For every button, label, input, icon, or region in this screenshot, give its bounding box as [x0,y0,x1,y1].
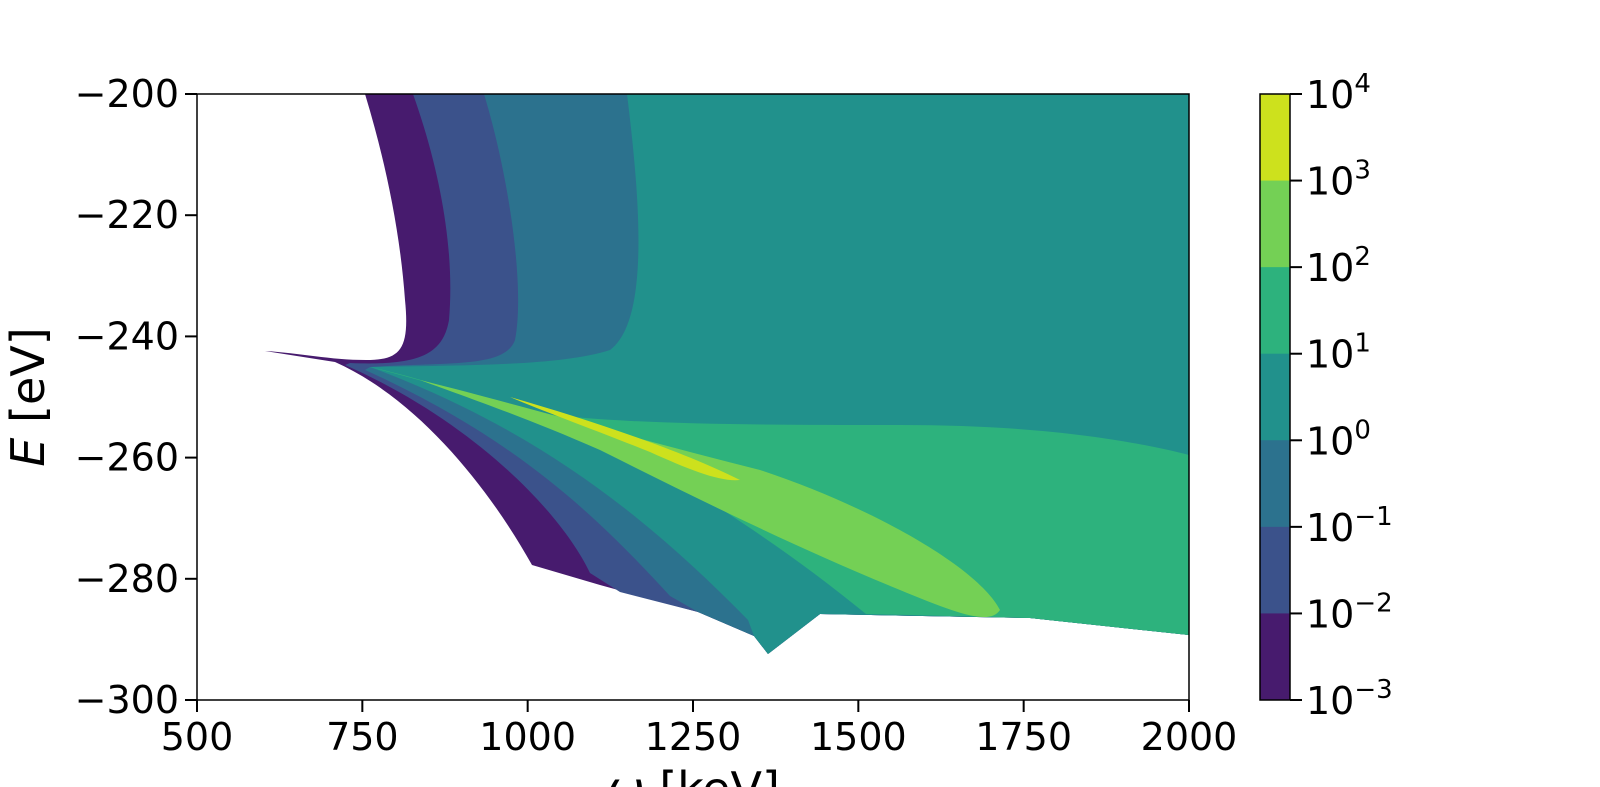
x-tick-label: 1000 [479,715,576,759]
colorbar-band [1260,94,1290,182]
y-axis-label: E [eV] [1,327,55,466]
y-tick-label: −280 [75,557,179,601]
y-tick-label: −260 [75,436,179,480]
colorbar-band [1260,440,1290,528]
colorbar-band [1260,613,1290,701]
x-tick-label: 1250 [645,715,742,759]
x-axis: 500 750 1000 1250 1500 1750 2000 [161,700,1238,759]
y-tick-label: −300 [75,678,179,722]
colorbar-tick-label: 10−2 [1306,588,1393,636]
x-tick-label: 750 [326,715,399,759]
x-tick-label: 1750 [975,715,1072,759]
x-tick-label: 500 [161,715,234,759]
x-tick-label: 2000 [1141,715,1238,759]
contour-level-3-4 [510,397,740,481]
y-axis: −200 −220 −240 −260 −280 −300 [75,72,197,722]
colorbar-tick-label: 10−3 [1306,675,1393,723]
y-tick-label: −220 [75,193,179,237]
y-tick-label: −240 [75,314,179,358]
colorbar: 104 103 102 101 100 10−1 10−2 10−3 [1259,69,1393,723]
colorbar-tick-label: 100 [1306,415,1371,463]
colorbar-tick-label: 104 [1306,69,1371,117]
colorbar-frame [1259,93,1291,701]
colorbar-tick-label: 103 [1306,156,1371,204]
colorbar-tick-label: 102 [1306,242,1371,290]
x-tick-label: 1500 [810,715,907,759]
contour-level-2-3 [420,380,1000,618]
x-axis-label: ω [keV] [606,762,780,787]
colorbar-band [1260,526,1290,614]
colorbar-tick-label: 101 [1306,329,1371,377]
contour-regions [265,94,1189,654]
colorbar-band [1260,353,1290,441]
colorbar-band [1260,180,1290,268]
colorbar-tick-label: 10−1 [1306,502,1393,550]
y-tick-label: −200 [75,72,179,116]
colorbar-band [1260,267,1290,355]
